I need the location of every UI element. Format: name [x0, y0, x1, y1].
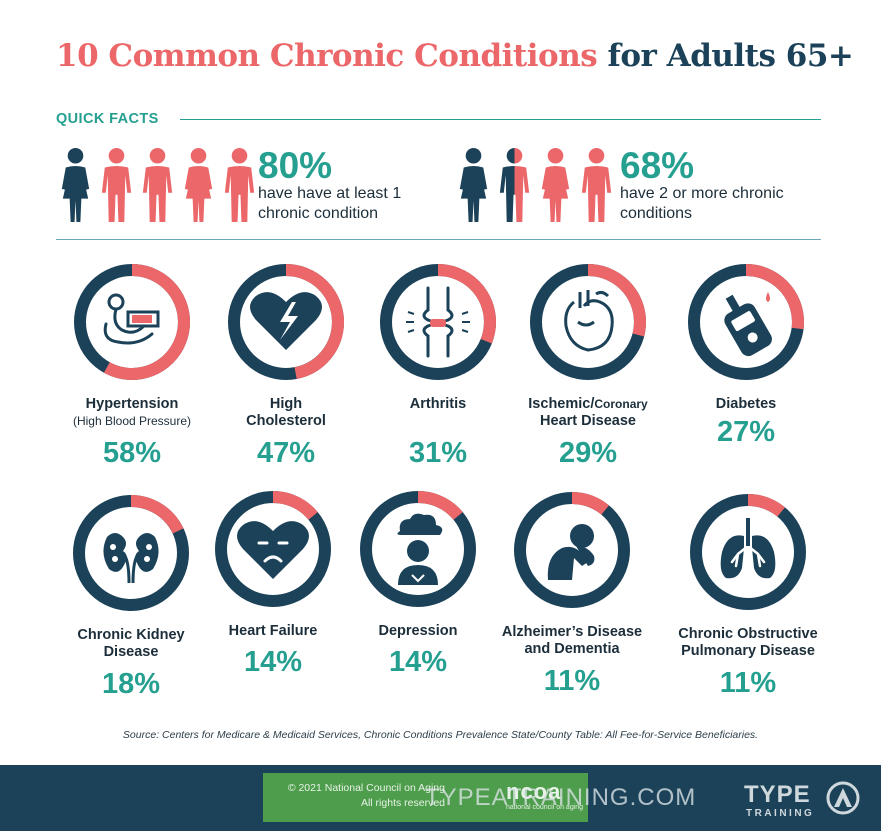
ring-value-arc	[360, 491, 476, 607]
condition-name: Chronic Obstructive Pulmonary Disease	[678, 626, 818, 659]
condition-percent: 58%	[102, 437, 162, 469]
knee-joint-icon	[406, 286, 470, 358]
condition-hypertension: Hypertension (High Blood Pressure) 58%	[52, 262, 212, 468]
ring-value-arc	[530, 264, 646, 380]
people-row-68	[454, 146, 616, 224]
condition-percent: 11%	[719, 667, 777, 699]
person-female-icon	[184, 147, 213, 223]
condition-heart-failure: Heart Failure 14%	[193, 489, 353, 677]
ring-value-arc	[380, 264, 496, 380]
watermark: TYPEATRAINING.COM	[425, 784, 697, 811]
condition-name: Heart Failure	[228, 623, 318, 639]
condition-name: Alzheimer’s Disease and Dementia	[501, 624, 643, 657]
copyright-notice: © 2021 National Council on Aging All rig…	[287, 782, 445, 809]
condition-subtitle: (High Blood Pressure)	[72, 414, 192, 428]
condition-percent: 11%	[543, 665, 601, 697]
anatomical-heart-icon	[564, 290, 614, 352]
condition-percent: 18%	[101, 668, 161, 700]
ring-chart	[688, 264, 804, 380]
condition-percent: 14%	[388, 646, 448, 678]
blood-pressure-cuff-icon	[103, 293, 160, 345]
quick-facts-label: QUICK FACTS	[56, 111, 159, 127]
ring-value-arc	[228, 264, 344, 380]
ring-chart	[380, 264, 496, 380]
ring-value-arc	[688, 264, 804, 380]
condition-percent: 31%	[408, 437, 468, 469]
title-part-2: for Adults 65+	[607, 38, 854, 74]
ring-chart	[690, 494, 806, 610]
person-male-icon	[142, 147, 173, 223]
type-training-logo: TYPE	[744, 781, 811, 808]
fact-text-80: have have at least 1 chronic condition	[258, 185, 402, 222]
condition-chronic-kidney-disease: Chronic Kidney Disease 18%	[51, 493, 211, 699]
quick-facts-divider	[180, 119, 821, 120]
lungs-icon	[720, 518, 776, 579]
condition-name: Chronic Kidney Disease	[77, 627, 185, 660]
ncoa-banner	[263, 773, 588, 822]
condition-copd: Chronic Obstructive Pulmonary Disease 11…	[668, 492, 828, 698]
fact-text-68: have 2 or more chronic conditions	[620, 185, 784, 222]
type-training-subtext: TRAINING	[746, 808, 815, 819]
ring-chart	[215, 491, 331, 607]
kidneys-icon	[103, 533, 159, 584]
person-male-icon	[101, 147, 132, 223]
type-training-mark-icon	[826, 781, 860, 815]
ring-chart	[530, 264, 646, 380]
condition-name: Diabetes	[715, 396, 777, 412]
ring-chart	[74, 264, 190, 380]
condition-name: High Cholesterol	[246, 396, 326, 429]
ring-chart	[360, 491, 476, 607]
ring-track	[690, 494, 806, 610]
ring-value-arc	[74, 264, 190, 380]
person-raincloud-icon	[397, 513, 443, 585]
condition-name: Hypertension (High Blood Pressure)	[72, 396, 192, 428]
ring-value-arc	[73, 495, 189, 611]
condition-name: Depression	[378, 623, 458, 639]
ring-value-arc	[215, 491, 331, 607]
page-title: 10 Common Chronic Conditions for Adults …	[56, 38, 854, 74]
ring-value-arc	[514, 492, 630, 608]
condition-percent: 29%	[558, 437, 618, 469]
person-male-icon	[224, 147, 255, 223]
person-female-icon	[61, 147, 90, 223]
broken-heart-icon	[250, 292, 322, 350]
person-female-icon	[541, 147, 570, 223]
ncoa-tagline: national council on aging	[506, 804, 584, 811]
ring-value-arc	[690, 494, 806, 610]
people-row-80	[56, 146, 259, 224]
section-divider	[56, 239, 821, 240]
condition-percent: 27%	[716, 416, 776, 448]
condition-depression: Depression 14%	[338, 489, 498, 677]
condition-name: Ischemic/Coronary Heart Disease	[528, 396, 648, 429]
fact-percent-80: 80%	[258, 145, 333, 186]
ring-chart	[514, 492, 630, 608]
condition-alzheimers-dementia: Alzheimer’s Disease and Dementia 11%	[492, 490, 652, 696]
condition-arthritis: Arthritis 31%	[358, 262, 518, 468]
person-male-icon	[499, 147, 530, 223]
source-citation: Source: Centers for Medicare & Medicaid …	[122, 729, 759, 741]
person-male-icon	[581, 147, 612, 223]
condition-percent: 47%	[256, 437, 316, 469]
head-in-hands-icon	[547, 524, 595, 580]
condition-ischemic-heart-disease: Ischemic/Coronary Heart Disease 29%	[508, 262, 668, 468]
condition-name: Arthritis	[409, 396, 467, 412]
ring-chart	[73, 495, 189, 611]
condition-percent: 14%	[243, 646, 303, 678]
title-part-1: 10 Common Chronic Conditions	[56, 38, 598, 74]
ncoa-logo: ncoa	[506, 779, 562, 804]
fact-percent-68: 68%	[620, 145, 695, 186]
glucose-meter-icon	[724, 292, 772, 357]
condition-high-cholesterol: High Cholesterol 47%	[206, 262, 366, 468]
ring-chart	[228, 264, 344, 380]
person-female-icon	[459, 147, 488, 223]
sad-heart-icon	[237, 521, 309, 579]
condition-diabetes: Diabetes 27%	[666, 262, 826, 447]
